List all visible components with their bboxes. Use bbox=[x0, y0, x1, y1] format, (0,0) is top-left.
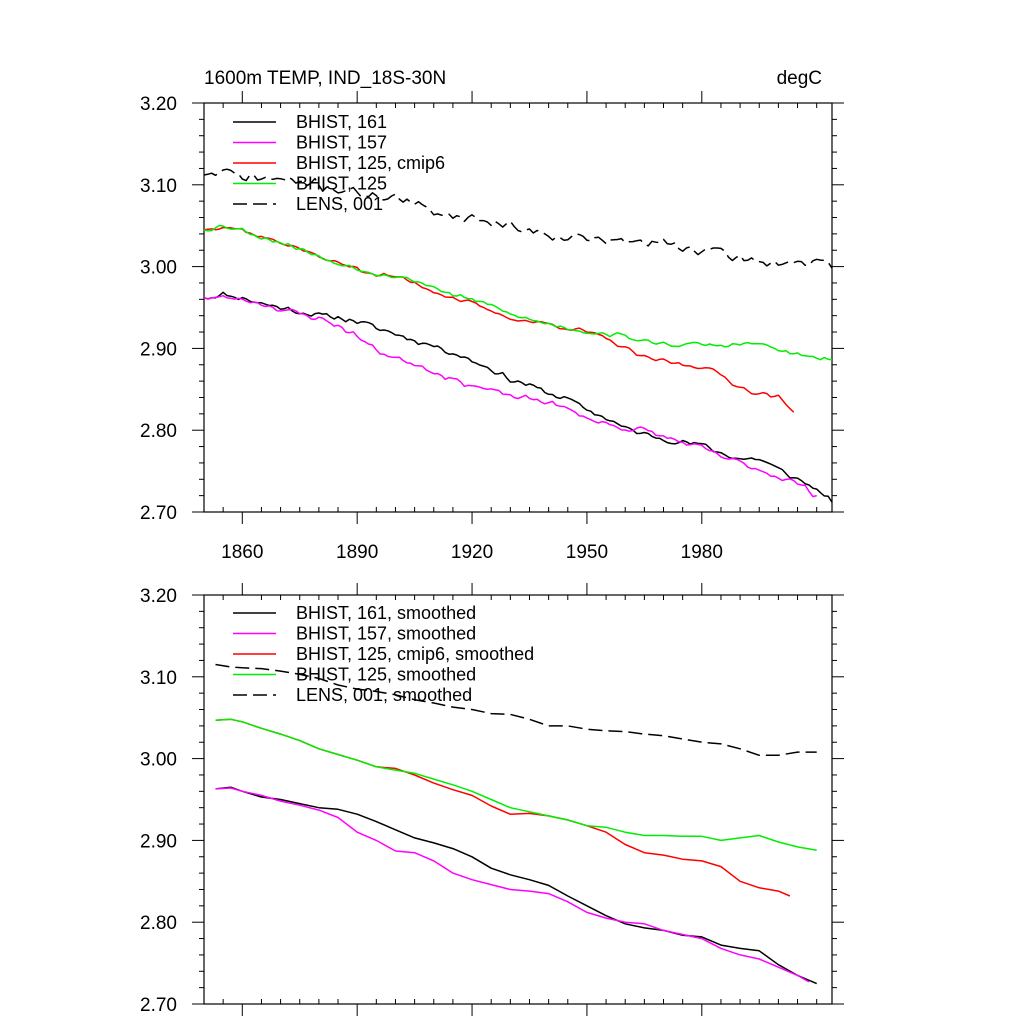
series-line bbox=[215, 787, 810, 983]
y-tick-label: 2.70 bbox=[140, 995, 177, 1016]
series-line bbox=[203, 226, 795, 413]
y-tick-label: 2.90 bbox=[140, 831, 177, 852]
x-tick-label: 1950 bbox=[566, 542, 608, 563]
x-tick-label: 1860 bbox=[221, 542, 263, 563]
panel-top: 1860 1890 1920 1950 1980 2.70 2.80 2.90 3.00 3.10… bbox=[140, 91, 844, 563]
y-tick-label: 2.80 bbox=[140, 421, 177, 442]
series-line bbox=[203, 291, 833, 503]
legend-label: BHIST, 161, smoothed bbox=[296, 603, 476, 623]
legend-label: BHIST, 157 bbox=[296, 133, 387, 153]
y-tick-label: 3.00 bbox=[140, 258, 177, 279]
y-tick-label: 2.80 bbox=[140, 913, 177, 934]
y-tick-label: 2.70 bbox=[140, 503, 177, 524]
x-tick-label: 1920 bbox=[451, 542, 493, 563]
series-line bbox=[215, 663, 817, 757]
y-tick-label: 3.20 bbox=[140, 586, 177, 607]
series-line bbox=[203, 224, 833, 361]
panel-bottom: 2.70 2.80 2.90 3.00 3.10 3.20 BHIST, 161, smoo… bbox=[140, 583, 844, 1016]
series-line bbox=[203, 294, 817, 498]
title-right: degC bbox=[777, 68, 822, 89]
plot-frame bbox=[203, 594, 833, 1005]
legend-label: BHIST, 125, cmip6 bbox=[296, 153, 445, 173]
series-line bbox=[215, 786, 817, 985]
legend-label: LENS, 001, smoothed bbox=[296, 685, 472, 705]
legend-label: BHIST, 161 bbox=[296, 112, 387, 132]
series-line bbox=[215, 718, 791, 897]
x-tick-label: 1890 bbox=[336, 542, 378, 563]
legend-label: BHIST, 125, cmip6, smoothed bbox=[296, 644, 534, 664]
legend-label: BHIST, 157, smoothed bbox=[296, 624, 476, 644]
legend-label: BHIST, 125, smoothed bbox=[296, 665, 476, 685]
legend-label: BHIST, 125 bbox=[296, 174, 387, 194]
y-tick-label: 3.10 bbox=[140, 668, 177, 689]
y-tick-label: 3.20 bbox=[140, 94, 177, 115]
x-tick-label: 1980 bbox=[681, 542, 723, 563]
y-tick-label: 3.10 bbox=[140, 176, 177, 197]
plot-frame bbox=[203, 102, 833, 513]
legend-label: LENS, 001 bbox=[296, 194, 383, 214]
series-line bbox=[203, 168, 833, 269]
y-tick-label: 2.90 bbox=[140, 339, 177, 360]
y-tick-label: 3.00 bbox=[140, 750, 177, 771]
series-line bbox=[215, 718, 817, 851]
title-left: 1600m TEMP, IND_18S-30N bbox=[204, 68, 446, 89]
